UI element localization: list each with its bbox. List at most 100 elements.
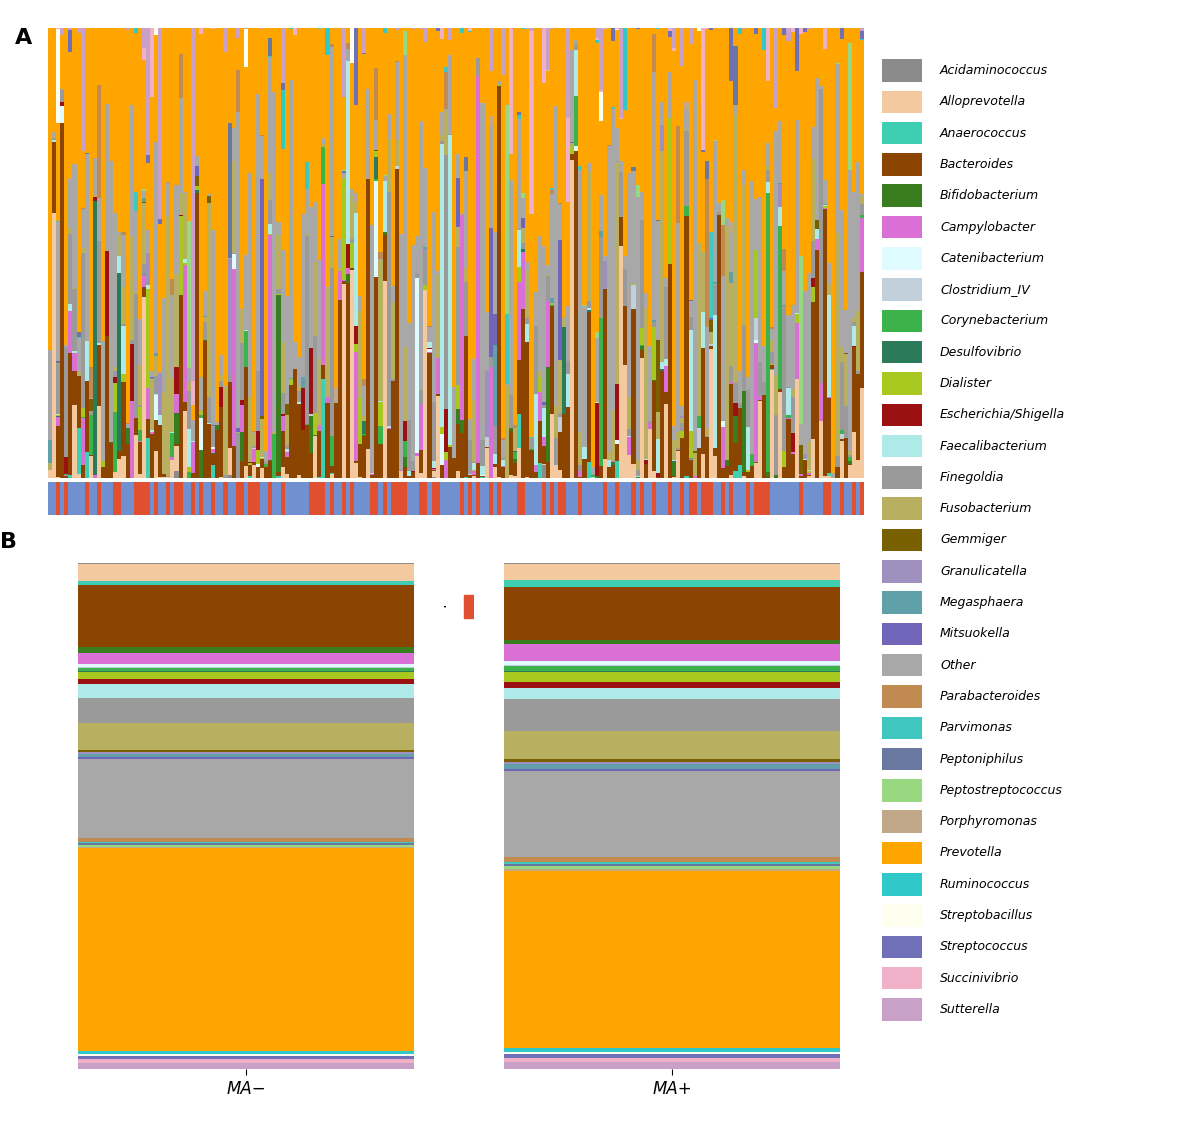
Bar: [444, 452, 448, 460]
Bar: [284, 452, 289, 457]
Bar: [424, 252, 427, 286]
Bar: [799, 256, 803, 424]
Bar: [325, 397, 330, 403]
Bar: [697, 415, 701, 429]
Bar: [815, 229, 820, 240]
Bar: [182, 411, 187, 478]
Bar: [473, 359, 476, 399]
Bar: [77, 474, 80, 478]
Bar: [362, 482, 366, 515]
Bar: [636, 197, 640, 460]
Bar: [794, 120, 799, 313]
Bar: [252, 433, 256, 447]
Bar: [154, 143, 158, 353]
Bar: [823, 476, 827, 478]
Bar: [806, 28, 811, 273]
Bar: [412, 472, 415, 478]
Bar: [815, 482, 820, 515]
Bar: [504, 762, 840, 764]
Bar: [293, 482, 296, 515]
Text: Porphyromonas: Porphyromonas: [940, 816, 1038, 828]
Bar: [158, 219, 162, 224]
Bar: [860, 30, 864, 39]
Bar: [521, 228, 526, 243]
Bar: [187, 28, 191, 222]
Text: Peptoniphilus: Peptoniphilus: [940, 753, 1025, 766]
Bar: [56, 222, 60, 361]
Bar: [616, 461, 619, 478]
Bar: [334, 388, 337, 399]
Bar: [248, 482, 252, 515]
Bar: [118, 232, 121, 235]
Bar: [118, 482, 121, 515]
Text: B: B: [0, 532, 18, 552]
Bar: [847, 451, 852, 456]
Bar: [383, 176, 386, 181]
Bar: [78, 1063, 414, 1069]
Bar: [570, 482, 575, 515]
Bar: [374, 277, 378, 478]
Bar: [403, 55, 407, 348]
Bar: [97, 406, 101, 478]
Bar: [680, 66, 684, 406]
Bar: [276, 235, 281, 288]
Bar: [844, 439, 847, 478]
Bar: [187, 381, 191, 391]
Bar: [395, 28, 398, 30]
Bar: [882, 122, 922, 144]
Bar: [628, 456, 631, 478]
Bar: [754, 317, 758, 340]
Bar: [852, 346, 856, 432]
Bar: [782, 451, 786, 467]
Bar: [709, 232, 713, 318]
Bar: [595, 332, 599, 339]
Bar: [733, 115, 738, 383]
Text: Gemmiger: Gemmiger: [940, 533, 1006, 547]
Bar: [439, 38, 444, 111]
Bar: [514, 462, 517, 476]
Bar: [244, 66, 248, 255]
Bar: [505, 28, 509, 106]
Bar: [562, 482, 566, 515]
Bar: [636, 482, 640, 515]
Bar: [770, 326, 774, 328]
Bar: [526, 482, 529, 515]
Bar: [599, 90, 602, 92]
Bar: [860, 482, 864, 515]
Bar: [677, 432, 680, 448]
Bar: [374, 120, 378, 151]
Bar: [154, 356, 158, 376]
Bar: [509, 475, 514, 478]
Bar: [444, 109, 448, 111]
Text: Ruminococcus: Ruminococcus: [940, 878, 1031, 891]
Bar: [628, 430, 631, 436]
Bar: [432, 482, 436, 515]
Bar: [354, 28, 358, 105]
Bar: [521, 249, 526, 252]
Bar: [782, 271, 786, 305]
Bar: [770, 351, 774, 364]
Bar: [811, 28, 815, 127]
Bar: [191, 381, 194, 405]
Bar: [648, 421, 652, 423]
Bar: [640, 482, 643, 515]
Bar: [296, 403, 301, 404]
Bar: [636, 469, 640, 477]
Bar: [607, 28, 611, 145]
Bar: [835, 482, 840, 515]
Bar: [750, 455, 754, 466]
Bar: [391, 379, 395, 380]
Bar: [395, 482, 398, 515]
Bar: [310, 453, 313, 478]
Bar: [305, 162, 310, 189]
Bar: [260, 135, 264, 136]
Bar: [664, 359, 668, 366]
Bar: [770, 328, 774, 340]
Bar: [504, 580, 840, 587]
Bar: [730, 233, 733, 272]
Bar: [60, 106, 65, 123]
Bar: [823, 180, 827, 204]
Bar: [301, 28, 305, 214]
Bar: [562, 327, 566, 414]
Bar: [378, 426, 383, 444]
